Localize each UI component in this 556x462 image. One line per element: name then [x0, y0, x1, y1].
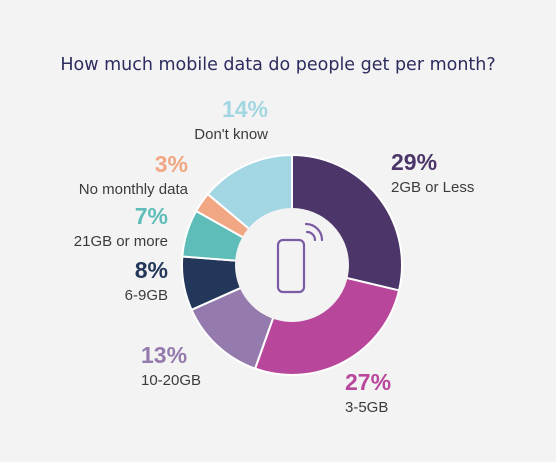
slice-category-label: 2GB or Less [391, 179, 474, 196]
slice-value-label: 13% [141, 342, 187, 368]
labels-group: 29% 2GB or Less 27% 3-5GB 13% 10-20GB 8% 6-9GB 7… [74, 96, 475, 416]
slice-category-label: 3-5GB [345, 399, 388, 416]
slice-category-label: No monthly data [79, 181, 189, 198]
slice-value-label: 14% [222, 96, 268, 122]
slice-category-label: 21GB or more [74, 233, 168, 250]
slice-value-label: 8% [135, 257, 168, 283]
donut-hole [235, 208, 349, 322]
slice-value-label: 7% [135, 203, 168, 229]
slice-value-label: 29% [391, 149, 437, 175]
slice-category-label: Don't know [194, 126, 268, 143]
slice-category-label: 10-20GB [141, 372, 201, 389]
mobile-phone-wifi-icon [276, 222, 324, 294]
slice-value-label: 27% [345, 369, 391, 395]
slice-category-label: 6-9GB [125, 287, 168, 304]
slice-value-label: 3% [155, 151, 188, 177]
chart-title: How much mobile data do people get per m… [60, 55, 495, 75]
